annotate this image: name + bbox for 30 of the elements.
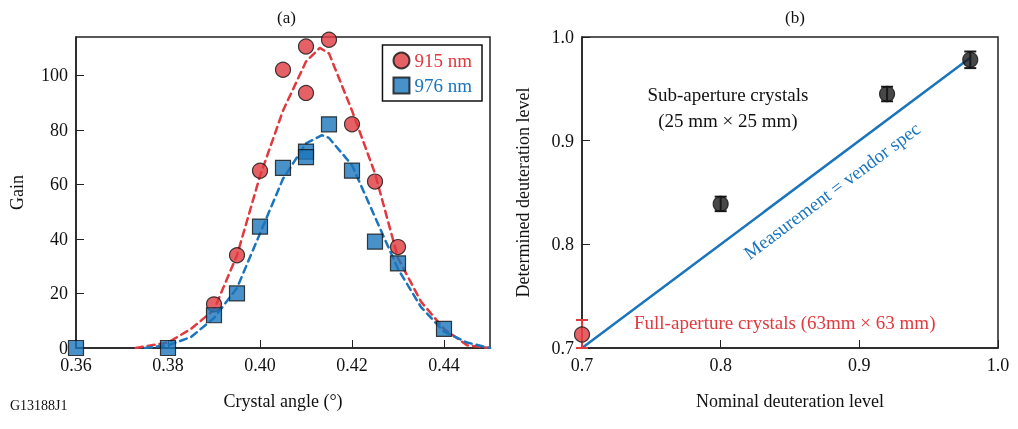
x-axis-title: Crystal angle (°) [223,391,343,412]
y-tick-label: 1.0 [551,27,574,47]
legend-label: 915 nm [414,50,473,71]
annotation: Full-aperture crystals (63mm × 63 mm) [634,312,936,335]
y-tick-label: 80 [50,119,68,140]
y-tick-label: 0.8 [551,234,574,255]
y-tick-label: 20 [50,283,68,304]
annotation: Sub-aperture crystals (25 mm × 25 mm) [647,83,809,132]
y-tick-label: 40 [50,228,68,249]
x-axis-title: Nominal deuteration level [696,391,884,411]
y-axis-title: Gain [7,175,27,210]
x-tick-label: 0.42 [336,355,368,375]
x-tick-label: 0.38 [152,355,184,375]
y-tick-label: 0.9 [551,130,574,151]
y-axis-title: Determined deuteration level [513,87,533,298]
text: G13188J1 [10,397,68,413]
y-tick-label: 0.7 [551,338,574,358]
legend-label: 976 nm [414,75,473,96]
chart-title: (a) [277,8,296,27]
x-tick-label: 0.8 [709,355,732,375]
x-tick-label: 0.44 [428,355,460,375]
chart-title: (b) [785,8,805,27]
y-tick-label: 100 [41,65,68,86]
x-tick-label: 0.36 [60,355,92,375]
y-tick-label: 0 [59,338,68,358]
y-tick-label: 60 [50,174,68,195]
x-tick-label: 0.9 [848,355,871,375]
x-tick-label: 1.0 [986,355,1010,375]
x-tick-label: 0.40 [244,355,276,375]
x-tick-label: 0.7 [570,355,594,375]
